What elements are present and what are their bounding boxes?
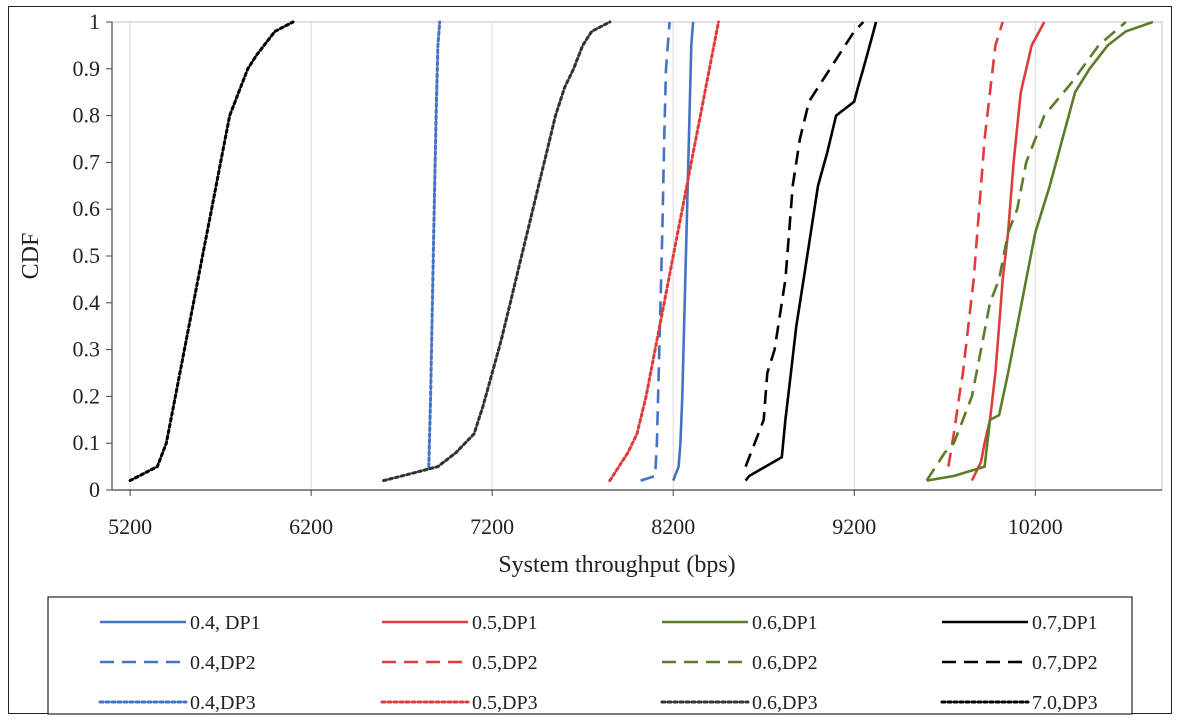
series-line-3 (926, 20, 1154, 482)
legend-label: 0.5,DP2 (472, 652, 538, 674)
x-tick-label: 5200 (108, 514, 152, 539)
series-line-4 (744, 21, 878, 482)
legend-label: 0.5,DP1 (472, 612, 538, 634)
legend-label: 7.0,DP3 (1032, 692, 1098, 714)
y-tick-label: 0.2 (73, 383, 101, 408)
series-line-6 (947, 21, 1004, 467)
legend-label: 0.4,DP2 (190, 652, 256, 674)
x-tick-label: 8200 (651, 514, 695, 539)
legend-label: 0.7,DP2 (1032, 652, 1098, 674)
legend-label: 0.4, DP1 (190, 612, 261, 634)
legend-box (47, 596, 1133, 715)
x-tick-label: 6200 (289, 514, 333, 539)
y-tick-label: 0.8 (73, 103, 101, 128)
series-line-7 (925, 21, 1127, 482)
legend-label: 0.4,DP3 (190, 692, 256, 714)
y-axis-title: CDF (18, 233, 44, 280)
y-tick-label: 0.6 (73, 196, 101, 221)
legend-label: 0.6,DP3 (752, 692, 818, 714)
y-tick-label: 1 (89, 9, 100, 34)
y-tick-label: 0.4 (73, 290, 101, 315)
series-line-8 (744, 21, 865, 468)
x-axis-title: System throughput (bps) (498, 552, 735, 578)
x-tick-label: 10200 (1008, 514, 1063, 539)
y-tick-label: 0 (89, 477, 100, 502)
legend-label: 0.6,DP2 (752, 652, 818, 674)
series-line-11 (382, 20, 612, 483)
series-line-12 (128, 20, 295, 483)
series-line-2 (970, 21, 1046, 482)
legend-label: 0.7,DP1 (1032, 612, 1098, 634)
y-tick-label: 0.7 (73, 149, 101, 174)
legend-label: 0.5,DP3 (472, 692, 538, 714)
y-tick-label: 0.1 (73, 430, 101, 455)
y-tick-label: 0.9 (73, 56, 101, 81)
x-tick-label: 7200 (470, 514, 514, 539)
series-line-1 (671, 21, 695, 482)
legend-label: 0.6,DP1 (752, 612, 818, 634)
series-line-5 (640, 21, 671, 482)
series-line-10 (608, 20, 720, 483)
series-line-9 (427, 20, 442, 469)
x-tick-label: 9200 (832, 514, 876, 539)
y-tick-label: 0.5 (73, 243, 101, 268)
plot-area (111, 21, 1163, 491)
y-tick-label: 0.3 (73, 337, 101, 362)
